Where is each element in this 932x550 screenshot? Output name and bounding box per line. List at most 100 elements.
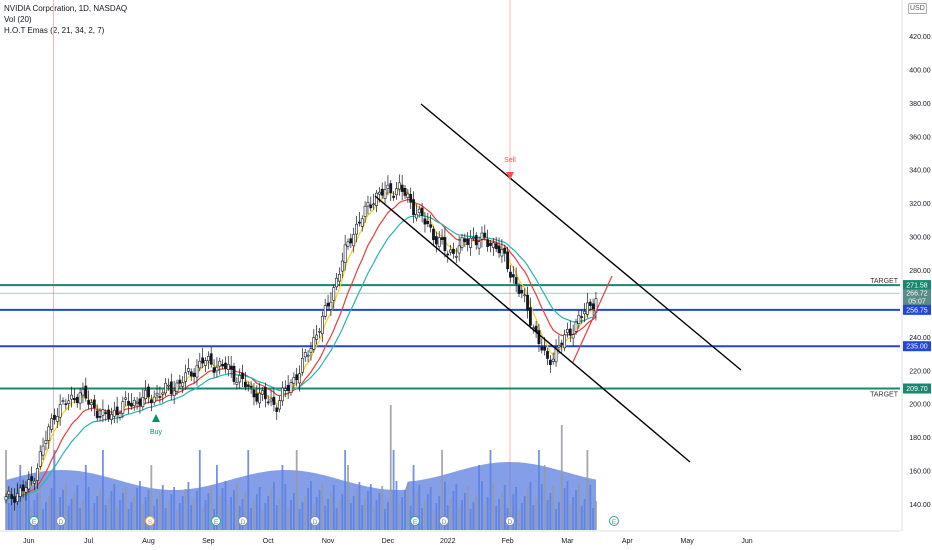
currency-tag[interactable]: USD — [908, 3, 927, 14]
event-marker-label: E — [32, 519, 37, 526]
volume-bar — [552, 486, 555, 530]
candle-body — [469, 237, 472, 248]
candle-body — [75, 396, 79, 404]
volume-bar — [330, 492, 332, 530]
volume-bar — [36, 493, 39, 530]
candle-body — [61, 400, 65, 402]
volume-bar — [324, 506, 327, 530]
volume-bar — [381, 486, 384, 530]
volume-bar — [344, 450, 347, 530]
volume-bar — [247, 450, 250, 530]
candle-body — [335, 277, 339, 288]
volume-bar — [518, 510, 520, 530]
volume-bar — [139, 481, 141, 530]
candle-body — [523, 294, 527, 297]
volume-bar — [580, 506, 583, 530]
candle-body — [73, 398, 76, 401]
volume-bar — [10, 496, 13, 530]
volume-bar — [486, 497, 489, 530]
candle-body — [112, 409, 116, 417]
candle-body — [169, 381, 173, 395]
candle-body — [141, 397, 145, 408]
candle-body — [81, 389, 85, 396]
candle-body — [414, 213, 418, 219]
volume-bar — [82, 501, 84, 530]
volume-bar — [287, 507, 290, 530]
candle-body — [184, 372, 187, 382]
volume-bar — [315, 497, 318, 530]
volume-bar — [555, 509, 557, 530]
volume-bar — [133, 495, 136, 530]
candle-body — [104, 412, 108, 414]
event-marker — [29, 516, 39, 526]
volume-bar — [56, 504, 59, 530]
candle-body — [312, 337, 316, 350]
candle-body — [53, 414, 56, 420]
volume-bar — [267, 496, 270, 530]
candle-body — [583, 311, 586, 315]
candle-body — [503, 247, 507, 254]
volume-bar — [230, 497, 233, 530]
candle-body — [255, 393, 259, 402]
volume-bar — [304, 495, 307, 530]
volume-bar — [170, 494, 173, 530]
volume-bar — [156, 499, 158, 530]
candle-body — [432, 228, 435, 241]
volume-bar — [227, 504, 230, 530]
candle-body — [92, 399, 96, 409]
candle-body — [55, 416, 59, 422]
candle-body — [400, 184, 404, 192]
volume-bar — [483, 504, 486, 530]
volume-bar — [532, 505, 535, 530]
event-marker — [145, 516, 155, 526]
y-tick-label: 200.00 — [909, 402, 931, 409]
candle-body — [343, 244, 347, 263]
volume-bar — [159, 492, 161, 530]
event-marker-label: D — [59, 519, 64, 526]
candle-body — [10, 494, 14, 499]
volume-bar — [560, 425, 563, 530]
volume-bar — [478, 465, 480, 530]
candle-body — [471, 237, 475, 239]
ema-indicator-label[interactable]: H.O.T Emas (2, 21, 34, 2, 7) — [4, 26, 105, 35]
buy-signal-arrow — [152, 414, 160, 422]
volume-indicator-label[interactable]: Vol (20) — [4, 15, 32, 24]
candle-body — [167, 384, 170, 387]
volume-bar — [583, 499, 586, 530]
x-tick-label: Jun — [741, 538, 752, 545]
candle-body — [577, 315, 581, 324]
candle-body — [349, 238, 353, 244]
candle-body — [138, 398, 142, 406]
candle-body — [392, 195, 396, 198]
volume-bar — [369, 484, 372, 530]
candle-body — [35, 468, 39, 481]
candle-body — [386, 184, 390, 189]
volume-bar — [193, 498, 195, 530]
candle-body — [454, 255, 458, 258]
buy-signal-label: Buy — [150, 429, 163, 436]
y-tick-label: 360.00 — [909, 134, 931, 141]
volume-bar — [224, 481, 227, 530]
volume-bar — [216, 465, 218, 530]
candle-body — [235, 382, 239, 385]
symbol-title[interactable]: NVIDIA Corporation, 1D, NASDAQ — [4, 4, 128, 13]
volume-bar — [90, 510, 93, 530]
candle-body — [460, 237, 464, 248]
candle-body — [477, 241, 481, 249]
candle-body — [298, 373, 301, 384]
volume-bar — [5, 450, 7, 530]
event-marker-label: S — [148, 519, 153, 526]
volume-bar — [424, 501, 426, 530]
candle-body — [266, 401, 270, 404]
candle-body — [517, 285, 521, 294]
candle-body — [497, 245, 501, 254]
candle-body — [403, 187, 407, 196]
volume-bar — [461, 500, 463, 530]
volume-bar — [429, 487, 432, 530]
candle-body — [372, 203, 376, 206]
candle-body — [326, 302, 330, 307]
volume-bar — [150, 465, 153, 530]
candle-body — [357, 221, 361, 224]
candle-body — [369, 204, 373, 209]
